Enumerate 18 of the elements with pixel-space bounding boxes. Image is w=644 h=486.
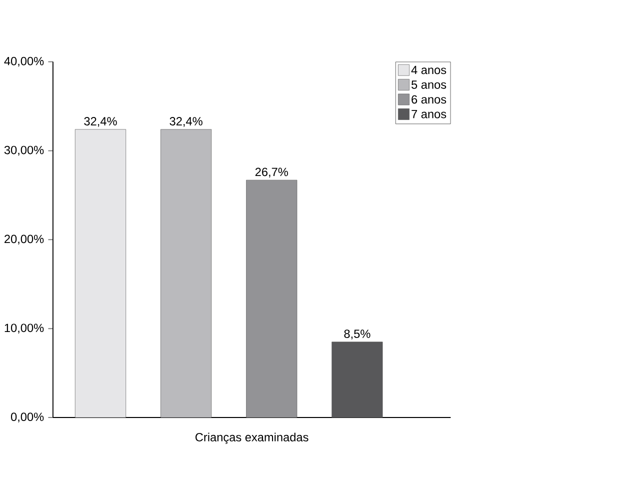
legend-label: 7 anos [412,110,446,118]
y-tick-label: 30,00% [4,146,44,156]
y-tick-label: 40,00% [4,56,44,66]
y-tick-label: 0,00% [10,412,44,422]
x-axis-title: Crianças examinadas [196,432,308,444]
data-label: 32,4% [170,116,202,127]
bar [246,180,298,418]
y-tick-label: 20,00% [4,234,44,244]
data-label: 32,4% [84,116,117,127]
y-tick-label: 10,00% [4,323,44,334]
bar [332,342,383,418]
legend-label: 4 anos [411,66,446,74]
legend-label: 6 anos [412,95,446,104]
data-label: 26,7% [255,168,288,178]
bar [74,129,126,418]
legend-label: 5 anos [411,80,446,89]
bar [160,129,212,418]
data-label: 8,5% [344,329,370,340]
